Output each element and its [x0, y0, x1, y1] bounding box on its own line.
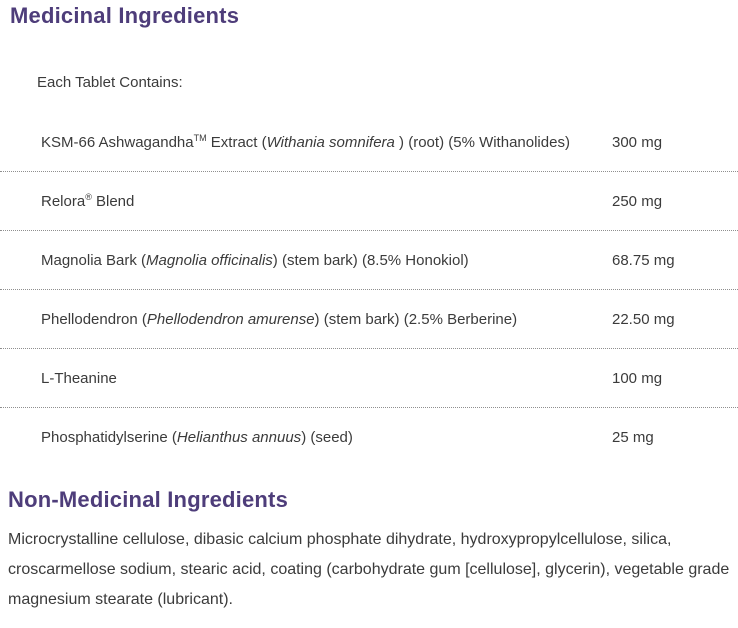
- table-row: Magnolia Bark (Magnolia officinalis) (st…: [0, 231, 738, 290]
- ingredient-amount: 300 mg: [612, 133, 663, 151]
- ingredient-amount: 68.75 mg: [612, 251, 675, 269]
- ingredient-amount: 25 mg: [612, 429, 654, 446]
- non-medicinal-ingredients-text: Microcrystalline cellulose, dibasic calc…: [8, 531, 730, 608]
- table-row: L-Theanine 100 mg: [0, 349, 738, 408]
- ingredient-name: L-Theanine: [41, 369, 117, 387]
- table-row: Phellodendron (Phellodendron amurense) (…: [0, 290, 738, 349]
- each-tablet-contains-label: Each Tablet Contains:: [37, 74, 183, 91]
- ingredient-amount: 250 mg: [612, 192, 663, 210]
- non-medicinal-ingredients-heading: Non-Medicinal Ingredients: [8, 487, 289, 512]
- medicinal-ingredients-table: KSM-66 AshwagandhaTM Extract (Withania s…: [0, 113, 738, 467]
- ingredient-amount: 100 mg: [612, 369, 663, 387]
- table-row: KSM-66 AshwagandhaTM Extract (Withania s…: [0, 113, 738, 172]
- table-row: Relora® Blend 250 mg: [0, 172, 738, 231]
- ingredient-name: Phosphatidylserine (Helianthus annuus) (…: [41, 429, 353, 446]
- ingredient-amount: 22.50 mg: [612, 310, 675, 328]
- ingredient-name: KSM-66 AshwagandhaTM Extract (Withania s…: [41, 132, 570, 151]
- table-row: Phosphatidylserine (Helianthus annuus) (…: [0, 408, 738, 467]
- ingredient-name: Magnolia Bark (Magnolia officinalis) (st…: [41, 251, 469, 269]
- medicinal-ingredients-heading: Medicinal Ingredients: [10, 3, 240, 28]
- ingredient-name: Phellodendron (Phellodendron amurense) (…: [41, 310, 518, 328]
- ingredient-name: Relora® Blend: [41, 191, 135, 210]
